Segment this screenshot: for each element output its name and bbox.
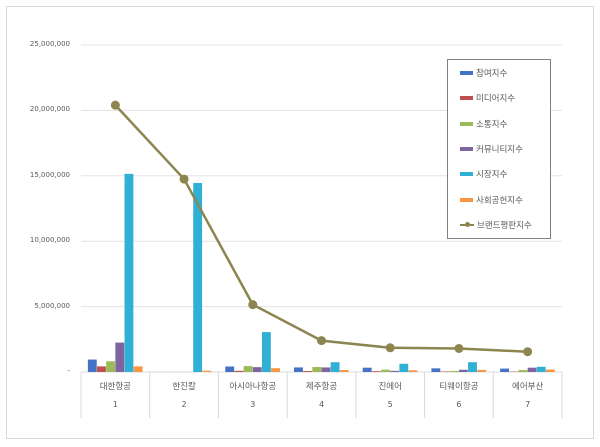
legend-label: 커뮤니티지수	[476, 144, 523, 155]
bar-6-series-0	[431, 368, 441, 372]
bar-4-series-4	[330, 362, 340, 372]
legend-item: 시장지수	[460, 167, 507, 181]
bar-7-series-5	[545, 369, 555, 372]
line-marker-6	[454, 343, 464, 353]
bar-5-series-4	[399, 363, 409, 372]
bar-5-series-0	[362, 367, 372, 372]
bar-4-series-1	[303, 371, 313, 372]
x-rank-label: 4	[318, 400, 325, 409]
legend-label: 참여지수	[476, 69, 508, 79]
bar-6-series-2	[449, 370, 459, 372]
line-marker-1	[110, 100, 120, 110]
bar-3-series-0	[225, 366, 235, 372]
x-rank-label: 3	[250, 400, 256, 409]
x-rank-label: 1	[112, 400, 118, 409]
bar-4-series-0	[294, 367, 303, 372]
bar-6-series-1	[440, 371, 450, 372]
line-marker-3	[248, 300, 258, 310]
bar-3-series-2	[243, 366, 253, 372]
line-marker-7	[523, 347, 533, 357]
legend-swatch-icon	[460, 96, 473, 101]
legend-item: 미디어지수	[460, 91, 515, 105]
bar-3-series-4	[261, 332, 271, 372]
legend-swatch-icon	[460, 172, 473, 177]
bar-5-series-5	[408, 370, 418, 372]
legend-item: 소통지수	[460, 117, 507, 131]
line-marker-5	[385, 343, 395, 353]
legend-label: 미디어지수	[476, 94, 516, 105]
x-rank-label: 7	[525, 400, 531, 409]
legend-label: 시장지수	[476, 170, 508, 181]
bar-6-series-3	[458, 369, 468, 372]
legend-swatch-icon	[460, 197, 473, 202]
bar-5-series-3	[390, 370, 400, 372]
bar-2-series-5	[202, 370, 212, 372]
line-marker-2	[179, 174, 189, 184]
x-category-label: 제주항공	[305, 382, 338, 392]
bar-1-series-3	[115, 342, 125, 372]
bar-1-series-0	[87, 359, 97, 372]
x-rank-label: 2	[181, 400, 187, 409]
x-rank-label: 5	[387, 400, 393, 409]
bar-4-series-3	[321, 367, 331, 372]
bar-5-series-1	[371, 371, 381, 372]
legend-swatch-icon	[460, 71, 473, 75]
bar-4-series-5	[339, 370, 349, 372]
line-marker-4	[317, 336, 326, 346]
bar-7-series-4	[536, 366, 546, 372]
bar-3-series-3	[252, 367, 262, 372]
bar-2-series-4	[193, 182, 203, 372]
x-category-label: 진에어	[378, 382, 402, 392]
legend-swatch-icon	[460, 121, 473, 126]
legend-label: 사회공헌지수	[476, 195, 523, 206]
legend-swatch-icon	[460, 146, 473, 151]
legend-item: 사회공헌지수	[460, 193, 523, 207]
y-tick-label: 5,000,000	[34, 301, 70, 310]
x-category-label: 한진칼	[172, 382, 196, 392]
bar-7-series-3	[527, 367, 537, 372]
bar-7-series-2	[518, 370, 528, 372]
bar-7-series-0	[500, 368, 510, 372]
bar-4-series-2	[312, 367, 322, 372]
x-category-label: 에어부산	[512, 382, 544, 392]
x-category-label: 아시아나항공	[229, 382, 277, 392]
x-rank-label: 6	[456, 400, 462, 409]
bar-1-series-2	[106, 361, 116, 372]
x-category-label: 대한항공	[99, 382, 131, 392]
bar-5-series-2	[381, 369, 390, 372]
y-tick-label: 10,000,000	[29, 236, 70, 245]
legend-item: 커뮤니티지수	[460, 142, 523, 156]
y-tick-label: 25,000,000	[29, 40, 70, 48]
y-tick-label: 15,000,000	[29, 170, 70, 179]
bar-3-series-1	[234, 370, 244, 372]
x-category-label: 티웨이항공	[439, 382, 479, 392]
y-tick-label: -	[67, 367, 70, 375]
bar-1-series-4	[124, 173, 134, 372]
legend-label: 브랜드평판지수	[477, 220, 532, 231]
legend-item: 참여지수	[460, 66, 507, 80]
legend-item: 브랜드평판지수	[460, 218, 532, 232]
bar-3-series-5	[271, 368, 280, 372]
bar-1-series-1	[97, 366, 106, 372]
legend-label: 소통지수	[476, 119, 508, 130]
bar-6-series-4	[468, 362, 477, 372]
legend-line-marker-icon	[460, 221, 474, 227]
bar-6-series-5	[477, 369, 487, 372]
y-tick-label: 20,000,000	[29, 105, 70, 114]
bar-1-series-5	[133, 366, 143, 372]
